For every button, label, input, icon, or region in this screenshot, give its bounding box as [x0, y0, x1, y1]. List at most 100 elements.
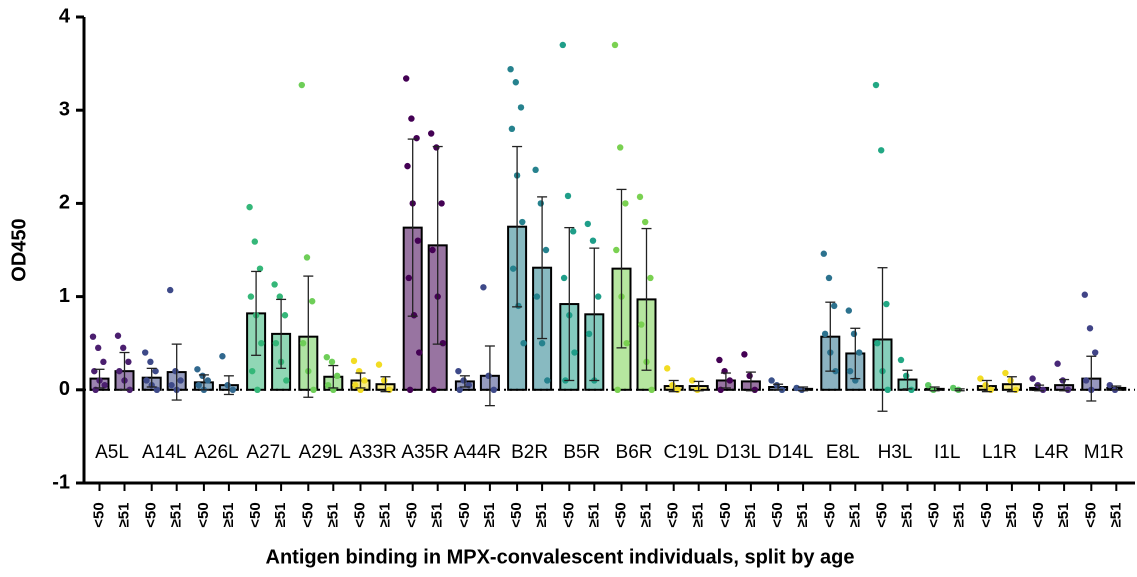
- category-label: H3L: [878, 442, 913, 463]
- group-label: <50: [404, 502, 421, 527]
- data-point: [153, 386, 161, 393]
- x-axis-label: Antigen binding in MPX-convalescent indi…: [266, 546, 855, 568]
- data-point: [485, 372, 492, 380]
- data-point: [177, 377, 184, 384]
- data-point: [611, 41, 619, 49]
- data-point: [515, 302, 522, 310]
- data-point: [406, 386, 414, 393]
- data-point: [1081, 291, 1089, 298]
- data-point: [403, 75, 410, 82]
- group-label: <50: [612, 502, 629, 527]
- y-tick-label: 2: [59, 192, 70, 214]
- data-point: [768, 377, 775, 384]
- data-point: [614, 386, 621, 393]
- data-point: [874, 340, 881, 347]
- data-point: [299, 340, 307, 347]
- data-point: [613, 246, 620, 254]
- data-point: [694, 386, 701, 393]
- data-point: [741, 351, 748, 358]
- data-point: [303, 254, 311, 261]
- data-point: [229, 386, 236, 393]
- data-point: [689, 377, 696, 384]
- data-point: [361, 377, 368, 384]
- group-label: <50: [456, 502, 473, 527]
- group-label: <50: [299, 502, 316, 527]
- data-point: [955, 386, 962, 393]
- group-label: ≥51: [690, 503, 707, 528]
- group-label: ≥51: [168, 503, 185, 528]
- category-label: D13L: [716, 442, 761, 463]
- data-point: [507, 65, 514, 73]
- data-point: [114, 332, 122, 339]
- data-point: [490, 386, 497, 393]
- group-label: <50: [351, 502, 368, 527]
- data-point: [878, 147, 885, 154]
- data-point: [584, 220, 591, 228]
- group-label: <50: [978, 502, 995, 527]
- data-point: [405, 274, 412, 282]
- data-point: [512, 79, 519, 86]
- data-point: [125, 358, 132, 366]
- data-point: [204, 377, 211, 384]
- group-label: ≥51: [220, 503, 237, 528]
- data-point: [430, 386, 437, 393]
- data-point: [825, 274, 833, 282]
- data-point: [564, 192, 572, 200]
- data-point: [258, 340, 265, 347]
- data-point: [1092, 349, 1099, 356]
- group-label: <50: [821, 502, 838, 527]
- data-point: [537, 200, 544, 207]
- y-tick-label: 4: [59, 5, 71, 27]
- data-point: [517, 104, 525, 111]
- data-point: [309, 298, 316, 305]
- data-point: [439, 340, 447, 347]
- data-point: [460, 377, 467, 384]
- data-point: [773, 381, 780, 389]
- data-point: [142, 349, 149, 356]
- data-point: [172, 367, 179, 375]
- group-label: <50: [1030, 502, 1047, 527]
- data-point: [560, 274, 568, 282]
- data-point: [542, 246, 550, 254]
- data-point: [246, 203, 253, 211]
- data-point: [856, 349, 863, 356]
- data-point: [381, 377, 388, 384]
- data-point: [167, 286, 174, 294]
- group-label: <50: [195, 502, 212, 527]
- data-point: [821, 330, 829, 338]
- data-point: [429, 246, 436, 254]
- data-point: [746, 372, 753, 380]
- data-point: [283, 377, 290, 384]
- data-point: [636, 193, 644, 201]
- data-point: [726, 377, 733, 384]
- category-label: A35R: [401, 442, 449, 463]
- data-point: [508, 125, 516, 133]
- group-label: <50: [560, 502, 577, 527]
- data-point: [831, 302, 838, 310]
- y-tick-label: -1: [52, 471, 70, 493]
- data-point: [647, 274, 654, 282]
- data-point: [510, 265, 517, 272]
- data-point: [410, 312, 418, 319]
- data-point: [872, 81, 880, 89]
- group-label: ≥51: [1107, 503, 1124, 528]
- category-label: A5L: [95, 442, 129, 463]
- data-point: [271, 281, 278, 288]
- data-point: [595, 293, 602, 300]
- data-point: [622, 200, 629, 207]
- data-point: [589, 237, 597, 244]
- data-point: [254, 386, 261, 393]
- data-point: [199, 372, 206, 380]
- group-label: ≥51: [376, 503, 393, 528]
- data-point: [846, 367, 854, 375]
- data-point: [544, 377, 551, 384]
- data-point: [845, 307, 852, 314]
- category-label: I1L: [934, 442, 960, 463]
- data-point: [1029, 375, 1036, 382]
- data-point: [168, 381, 175, 389]
- category-label: A26L: [194, 442, 238, 463]
- y-tick-label: 3: [59, 98, 70, 120]
- group-label: <50: [926, 502, 943, 527]
- data-point: [1082, 377, 1090, 384]
